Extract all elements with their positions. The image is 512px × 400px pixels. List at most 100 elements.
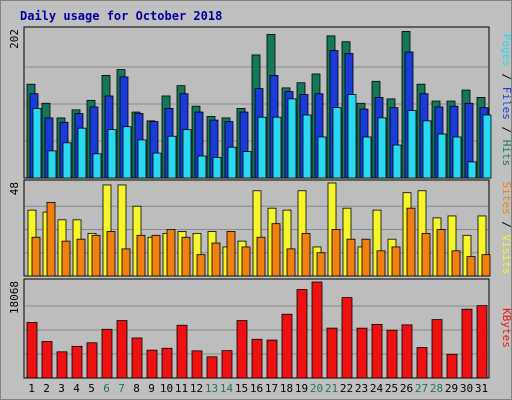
bar-kbytes-day-31 [476, 305, 488, 379]
x-tick-label-day-26: 26 [400, 382, 413, 395]
x-tick-label-day-30: 30 [460, 382, 473, 395]
bar-kbytes-day-1 [26, 322, 38, 379]
bar-sites-day-10 [166, 229, 176, 277]
bar-sites-day-15 [241, 246, 251, 277]
bar-pages-day-11 [182, 129, 192, 179]
x-tick-label-day-16: 16 [250, 382, 263, 395]
bar-sites-day-13 [211, 242, 221, 277]
bar-kbytes-day-24 [371, 323, 383, 379]
bar-pages-day-29 [452, 136, 462, 179]
x-tick-label-day-20: 20 [310, 382, 323, 395]
bar-kbytes-day-13 [206, 356, 218, 379]
bar-sites-day-22 [346, 238, 356, 277]
bar-kbytes-day-20 [311, 281, 323, 379]
x-tick-label-day-6: 6 [103, 382, 110, 395]
bar-pages-day-14 [227, 146, 237, 179]
x-tick-label-day-24: 24 [370, 382, 384, 395]
bar-kbytes-day-15 [236, 320, 248, 379]
ymax-label-visitors: 48 [8, 182, 21, 195]
legend-bandwidth: KBytes [500, 308, 512, 348]
bar-sites-day-12 [196, 254, 206, 277]
bar-kbytes-day-22 [341, 297, 353, 379]
bar-kbytes-day-10 [161, 347, 173, 379]
bar-pages-day-17 [272, 116, 282, 179]
legend-separator: / [500, 120, 512, 140]
bar-kbytes-day-25 [386, 329, 398, 379]
bar-sites-day-25 [391, 246, 401, 277]
bar-pages-day-13 [212, 157, 222, 179]
bar-sites-day-23 [361, 238, 371, 277]
bar-sites-day-28 [436, 229, 446, 277]
chart-title: Daily usage for October 2018 [20, 9, 222, 23]
bar-pages-day-28 [437, 133, 447, 179]
bar-kbytes-day-21 [326, 327, 338, 379]
bar-sites-day-2 [46, 201, 56, 277]
bar-kbytes-day-11 [176, 324, 188, 379]
bar-pages-day-25 [392, 144, 402, 179]
x-tick-label-day-21: 21 [325, 382, 338, 395]
bar-sites-day-17 [271, 223, 281, 277]
x-tick-label-day-17: 17 [265, 382, 278, 395]
bar-kbytes-day-30 [461, 308, 473, 379]
x-tick-label-day-12: 12 [190, 382, 203, 395]
bar-kbytes-day-16 [251, 338, 263, 379]
bar-pages-day-26 [407, 110, 417, 179]
bar-kbytes-day-17 [266, 339, 278, 379]
bar-pages-day-7 [122, 126, 132, 179]
x-tick-label-day-2: 2 [43, 382, 50, 395]
bar-pages-day-21 [332, 107, 342, 179]
bar-pages-day-8 [137, 139, 147, 179]
bar-pages-day-9 [152, 152, 162, 179]
bar-sites-day-8 [136, 234, 146, 277]
bar-sites-day-18 [286, 248, 296, 277]
legend-item-files: Files [500, 87, 512, 120]
bar-kbytes-day-7 [116, 320, 128, 379]
bar-kbytes-day-28 [431, 319, 443, 379]
bar-kbytes-day-6 [101, 328, 113, 379]
x-tick-label-day-15: 15 [235, 382, 248, 395]
bar-kbytes-day-19 [296, 289, 308, 379]
bar-sites-day-4 [76, 238, 86, 277]
bar-sites-day-16 [256, 236, 266, 277]
legend-item-visits: Visits [500, 235, 512, 275]
bar-sites-day-24 [376, 250, 386, 277]
bar-sites-day-29 [451, 250, 461, 277]
bar-sites-day-6 [106, 231, 116, 277]
bar-sites-day-27 [421, 232, 431, 277]
x-tick-label-day-9: 9 [148, 382, 155, 395]
x-tick-label-day-10: 10 [160, 382, 173, 395]
bar-kbytes-day-29 [446, 353, 458, 379]
bar-pages-day-15 [242, 151, 252, 179]
legend-visitors: Sites / Visits [500, 182, 512, 275]
bar-kbytes-day-3 [56, 351, 68, 379]
bar-pages-day-4 [77, 127, 87, 179]
bar-pages-day-2 [47, 150, 57, 179]
bar-pages-day-5 [92, 153, 102, 179]
x-tick-label-day-8: 8 [133, 382, 140, 395]
bar-kbytes-day-12 [191, 350, 203, 379]
bar-pages-day-3 [62, 142, 72, 179]
bar-pages-day-30 [467, 161, 477, 179]
bar-sites-day-30 [466, 256, 476, 277]
bar-kbytes-day-2 [41, 341, 53, 379]
bar-sites-day-19 [301, 232, 311, 277]
x-tick-label-day-18: 18 [280, 382, 293, 395]
bar-pages-day-20 [317, 136, 327, 179]
bar-sites-day-31 [481, 254, 491, 277]
bar-kbytes-day-9 [146, 349, 158, 379]
bar-pages-day-10 [167, 135, 177, 179]
legend-item-sites: Sites [500, 182, 512, 215]
bar-pages-day-16 [257, 116, 267, 179]
x-tick-label-day-5: 5 [88, 382, 95, 395]
x-tick-label-day-11: 11 [175, 382, 188, 395]
bar-sites-day-1 [31, 236, 41, 277]
x-tick-label-day-31: 31 [475, 382, 488, 395]
x-tick-label-day-14: 14 [220, 382, 234, 395]
bar-pages-day-12 [197, 155, 207, 179]
ymax-label-bandwidth: 18068 [8, 281, 21, 314]
bar-sites-day-21 [331, 229, 341, 277]
bar-sites-day-9 [151, 234, 161, 277]
ymax-label-requests: 202 [8, 29, 21, 49]
